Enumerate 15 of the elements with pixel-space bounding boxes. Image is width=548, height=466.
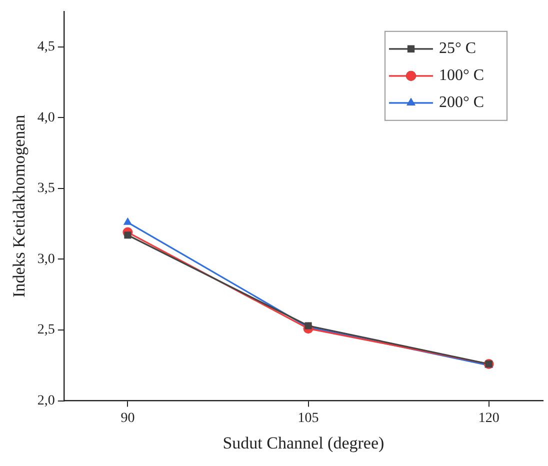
y-axis-title: Indeks Ketidakhomogenan bbox=[10, 114, 29, 298]
x-tick-label: 105 bbox=[298, 410, 319, 426]
point bbox=[124, 232, 132, 239]
x-tick-label: 120 bbox=[478, 410, 500, 426]
x-axis-title: Sudut Channel (degree) bbox=[222, 433, 384, 452]
y-tick-label: 3,0 bbox=[37, 252, 55, 267]
legend-label: 25° C bbox=[439, 40, 476, 58]
y-tick-label: 3,5 bbox=[37, 181, 55, 196]
y-tick-label: 4,5 bbox=[37, 39, 55, 54]
legend-label: 100° C bbox=[439, 67, 484, 84]
y-tick-label: 4,0 bbox=[37, 110, 55, 126]
legend-label: 200° C bbox=[439, 94, 484, 112]
y-tick-label: 2,0 bbox=[37, 393, 55, 408]
x-tick-label: 90 bbox=[120, 410, 135, 426]
y-tick-label: 2,5 bbox=[37, 322, 55, 338]
